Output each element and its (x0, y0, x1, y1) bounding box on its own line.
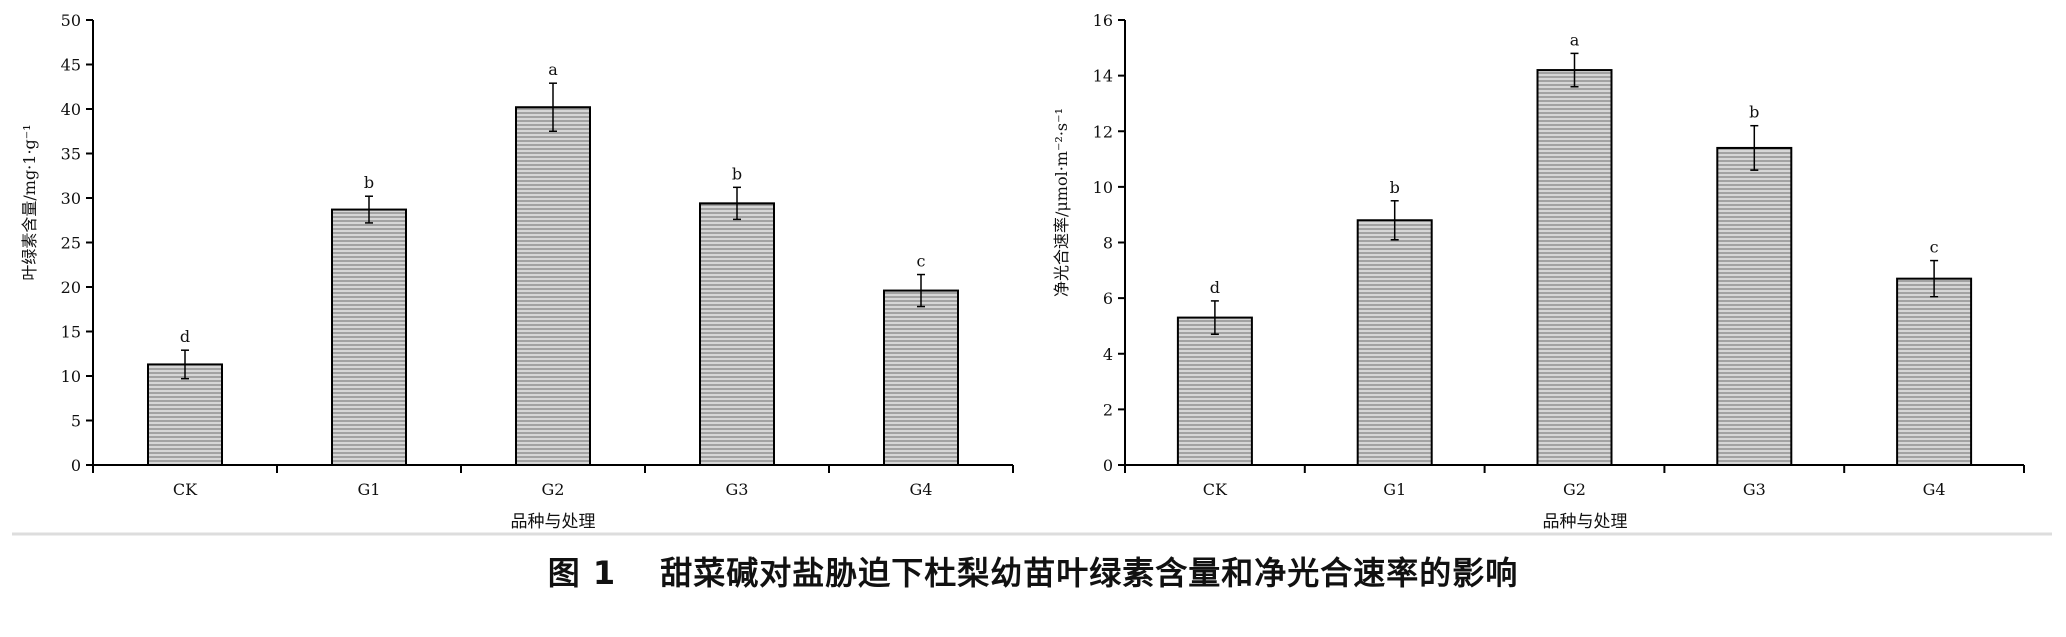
y-tick-label: 8 (1103, 234, 1113, 253)
y-axis-title: 叶绿素含量/mg·1·g⁻¹ (20, 124, 39, 280)
bar-G3 (1716, 146, 1793, 466)
bar-CK (147, 363, 223, 466)
y-tick-label: 4 (1103, 345, 1113, 364)
x-tick-label: G4 (910, 480, 933, 499)
y-tick-label: 0 (71, 456, 81, 475)
x-tick-label: G1 (1383, 480, 1406, 499)
y-tick-label: 35 (61, 145, 81, 164)
bar-G1 (331, 208, 407, 466)
y-tick-label: 40 (61, 100, 81, 119)
y-tick-label: 10 (61, 367, 81, 386)
y-tick-label: 14 (1093, 67, 1113, 86)
x-tick-label: G3 (1743, 480, 1766, 499)
y-tick-label: 0 (1103, 456, 1113, 475)
x-axis-title: 品种与处理 (511, 512, 596, 532)
x-tick-label: G4 (1923, 480, 1946, 499)
y-tick-label: 16 (1093, 11, 1113, 30)
y-axis-title: 净光合速率/μmol·m⁻²·s⁻¹ (1052, 108, 1071, 297)
bar-G2 (1536, 69, 1613, 466)
chart-chlorophyll-content: 0 5 10 15 20 25 30 35 40 45 50 d CK b G1 a G2 b G3 c G4 品种与处理… (20, 11, 1014, 532)
figure-caption: 图 1 甜菜碱对盐胁迫下杜梨幼苗叶绿素含量和净光合速率的影响 (0, 548, 2066, 594)
bar-G4 (883, 289, 959, 466)
bar-CK (1176, 316, 1253, 466)
significance-label: d (1210, 278, 1220, 297)
bar-G4 (1896, 277, 1973, 466)
x-tick-label: G2 (542, 480, 565, 499)
significance-label: c (1930, 238, 1939, 257)
y-tick-label: 30 (61, 189, 81, 208)
y-tick-label: 10 (1093, 178, 1113, 197)
bar-G3 (699, 202, 775, 466)
y-tick-label: 50 (61, 11, 81, 30)
x-tick-label: G3 (726, 480, 749, 499)
bar-G1 (1356, 219, 1433, 466)
significance-label: d (180, 327, 190, 346)
y-tick-label: 2 (1103, 400, 1113, 419)
significance-label: a (548, 60, 558, 79)
significance-label: c (917, 252, 926, 271)
y-tick-label: 5 (71, 412, 81, 431)
x-tick-label: G2 (1563, 480, 1586, 499)
bar-G2 (515, 106, 591, 466)
significance-label: b (1749, 103, 1759, 122)
significance-label: b (732, 164, 742, 183)
y-tick-label: 12 (1093, 122, 1113, 141)
y-tick-label: 45 (61, 56, 81, 75)
caption-title: 甜菜碱对盐胁迫下杜梨幼苗叶绿素含量和净光合速率的影响 (660, 554, 1519, 592)
x-tick-label: G1 (358, 480, 381, 499)
y-tick-label: 25 (61, 234, 81, 253)
y-tick-label: 6 (1103, 289, 1113, 308)
x-axis-title: 品种与处理 (1543, 512, 1628, 532)
significance-label: a (1570, 30, 1580, 49)
significance-label: b (1390, 178, 1400, 197)
chart-net-photosynthetic-rate: 0 2 4 6 8 10 12 14 16 d CK b G1 a G2 b G3 c G4 品种与处理 净光合速率/μ… (1052, 11, 2025, 532)
y-tick-label: 20 (61, 278, 81, 297)
x-tick-label: CK (1203, 480, 1228, 499)
significance-label: b (364, 173, 374, 192)
caption-label: 图 1 (547, 554, 617, 592)
y-tick-label: 15 (61, 323, 81, 342)
x-tick-label: CK (173, 480, 198, 499)
